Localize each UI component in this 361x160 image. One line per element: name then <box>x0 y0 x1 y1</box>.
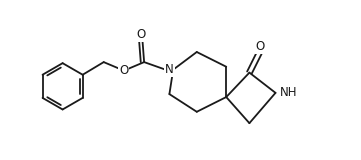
Text: O: O <box>119 64 129 77</box>
Text: NH: NH <box>280 86 297 99</box>
Text: O: O <box>136 28 145 41</box>
Text: O: O <box>256 40 265 53</box>
Text: N: N <box>165 63 174 76</box>
